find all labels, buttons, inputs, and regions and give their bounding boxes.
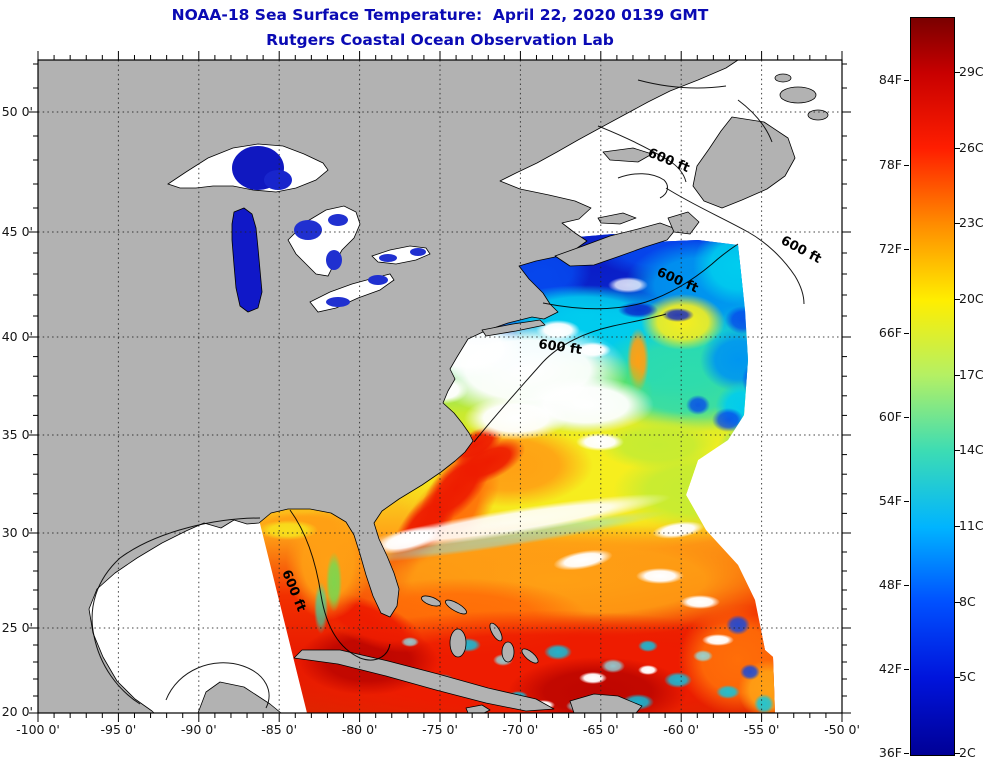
colorbar-tick	[955, 223, 960, 224]
plot-border	[37, 59, 843, 714]
cape-breton	[667, 211, 700, 235]
y-tick-label: 35 0'	[1, 427, 33, 442]
colorbar-celsius-label: 26C	[959, 140, 984, 155]
sst-map: 600 ft 600 ft 600 ft 600 ft 600 ft	[29, 51, 851, 722]
colorbar-tick	[955, 299, 960, 300]
lake-michigan	[231, 207, 263, 313]
bahama-island	[445, 599, 467, 615]
colorbar-celsius-label: 20C	[959, 291, 984, 306]
land-layer	[37, 59, 829, 714]
colorbar-tick	[955, 450, 960, 451]
x-tick-label: -50 0'	[824, 722, 860, 737]
colorbar-celsius-label: 11C	[959, 518, 984, 533]
colorbar-celsius-label: 14C	[959, 442, 984, 457]
figure-subtitle: Rutgers Coastal Ocean Observation Lab	[266, 31, 614, 49]
colorbar-fahrenheit-label: 42F	[878, 661, 902, 676]
colorbar-celsius-label: 17C	[959, 367, 984, 382]
colorbar-celsius-label: 5C	[959, 669, 976, 684]
bahama-island	[521, 648, 539, 664]
axis-ticks	[29, 51, 851, 722]
colorbar-fahrenheit-label: 48F	[878, 577, 902, 592]
colorbar-fahrenheit-label: 78F	[878, 157, 902, 172]
bahama-island	[421, 595, 441, 607]
x-tick-label: -60 0'	[663, 722, 700, 737]
colorbar-celsius-label: 2C	[959, 745, 976, 760]
x-tick-label: -55 0'	[743, 722, 780, 737]
colorbar-tick	[955, 753, 960, 754]
colorbar-fahrenheit-label: 66F	[878, 325, 902, 340]
y-tick-label: 20 0'	[1, 704, 33, 719]
colorbar-celsius-label: 8C	[959, 594, 976, 609]
colorbar-fahrenheit-label: 36F	[878, 745, 902, 760]
north-america-landmass	[37, 59, 739, 714]
x-tick-label: -95 0'	[100, 722, 137, 737]
x-tick-label: -65 0'	[582, 722, 619, 737]
colorbar-fahrenheit-label: 84F	[878, 72, 902, 87]
y-tick-label: 50 0'	[1, 104, 33, 119]
colorbar-tick	[904, 585, 909, 586]
bahama-island	[489, 622, 503, 642]
colorbar-fahrenheit-label: 60F	[878, 409, 902, 424]
colorbar-fahrenheit-label: 72F	[878, 241, 902, 256]
x-tick-label: -80 0'	[341, 722, 378, 737]
colorbar-tick	[904, 501, 909, 502]
x-tick-label: -85 0'	[261, 722, 298, 737]
temperature-colorbar	[910, 17, 955, 756]
colorbar-celsius-label: 29C	[959, 64, 984, 79]
colorbar-tick	[904, 417, 909, 418]
contour-label-600ft: 600 ft	[537, 337, 582, 358]
colorbar-tick	[904, 333, 909, 334]
cuba	[293, 649, 555, 712]
colorbar-tick	[904, 669, 909, 670]
colorbar-tick	[955, 677, 960, 678]
labrador-islet	[779, 86, 817, 104]
colorbar-tick	[955, 526, 960, 527]
y-tick-label: 30 0'	[1, 525, 33, 540]
figure-title: NOAA-18 Sea Surface Temperature: April 2…	[171, 6, 709, 24]
colorbar-tick	[955, 375, 960, 376]
x-tick-label: -90 0'	[180, 722, 217, 737]
y-tick-label: 25 0'	[1, 620, 33, 635]
long-island	[481, 319, 546, 337]
depth-contour-layer	[91, 79, 805, 709]
x-tick-label: -100 0'	[16, 722, 60, 737]
great-lakes-layer	[167, 143, 431, 313]
x-tick-label: -70 0'	[502, 722, 539, 737]
cloud-layer	[354, 277, 734, 710]
colorbar-tick	[955, 602, 960, 603]
colorbar-tick	[904, 80, 909, 81]
jamaica	[465, 704, 491, 714]
colorbar-celsius-label: 23C	[959, 215, 984, 230]
colorbar-tick	[904, 753, 909, 754]
y-tick-label: 45 0'	[1, 224, 33, 239]
bahama-island	[501, 641, 515, 663]
labrador-islet	[774, 73, 792, 83]
grid-layer	[38, 60, 842, 713]
colorbar-tick	[904, 165, 909, 166]
newfoundland	[692, 116, 796, 209]
x-tick-label: -75 0'	[422, 722, 458, 737]
anticosti-island	[602, 147, 653, 163]
prince-edward-island	[597, 212, 637, 225]
colorbar-tick	[904, 249, 909, 250]
y-tick-label: 40 0'	[1, 329, 33, 344]
colorbar-tick	[955, 148, 960, 149]
colorbar-fahrenheit-label: 54F	[878, 493, 902, 508]
bahama-island	[449, 628, 467, 658]
labrador-islet	[807, 109, 829, 121]
nova-scotia	[554, 222, 677, 267]
colorbar-tick	[955, 72, 960, 73]
